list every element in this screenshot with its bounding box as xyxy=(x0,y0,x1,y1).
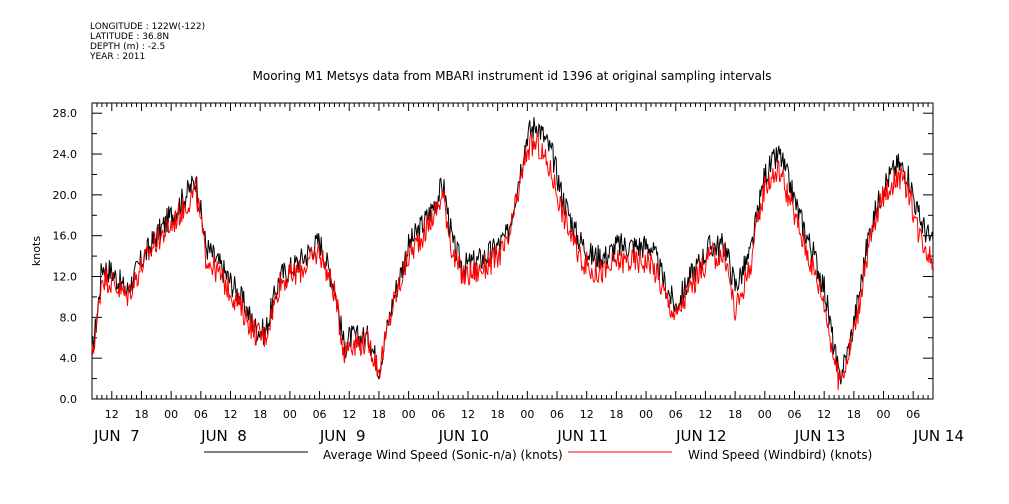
chart-title: Mooring M1 Metsys data from MBARI instru… xyxy=(253,69,772,83)
x-hour-label: 06 xyxy=(194,408,208,421)
y-tick-label: 4.0 xyxy=(60,352,78,365)
x-hour-label: 06 xyxy=(906,408,920,421)
x-hour-label: 06 xyxy=(787,408,801,421)
y-tick-label: 8.0 xyxy=(60,311,78,324)
y-tick-label: 16.0 xyxy=(53,230,78,243)
metadata-block: LONGITUDE : 122W(-122) LATITUDE : 36.8N … xyxy=(89,22,205,62)
x-hour-label: 12 xyxy=(817,408,831,421)
x-hour-label: 00 xyxy=(520,408,534,421)
x-day-label: JUN 11 xyxy=(556,427,607,445)
meta-depth: DEPTH (m) : -2.5 xyxy=(90,42,165,52)
x-day-label: JUN 13 xyxy=(794,427,845,445)
x-hour-label: 18 xyxy=(728,408,742,421)
x-day-label: JUN 7 xyxy=(93,427,140,445)
y-tick-label: 28.0 xyxy=(53,107,78,120)
x-hour-label: 00 xyxy=(164,408,178,421)
y-tick-label: 12.0 xyxy=(53,271,78,284)
x-hour-label: 12 xyxy=(698,408,712,421)
legend-label-windbird: Wind Speed (Windbird) (knots) xyxy=(688,448,872,462)
x-day-label: JUN 10 xyxy=(438,427,489,445)
x-hour-label: 12 xyxy=(342,408,356,421)
x-hour-label: 06 xyxy=(550,408,564,421)
x-hour-label: 18 xyxy=(372,408,386,421)
x-day-label: JUN 14 xyxy=(913,427,964,445)
x-hour-label: 12 xyxy=(105,408,119,421)
x-hour-label: 18 xyxy=(134,408,148,421)
x-day-label: JUN 8 xyxy=(200,427,247,445)
meta-longitude: LONGITUDE : 122W(-122) xyxy=(90,22,205,32)
meta-year: YEAR : 2011 xyxy=(89,52,145,62)
x-hour-label: 12 xyxy=(224,408,238,421)
x-hour-label: 00 xyxy=(758,408,772,421)
y-axis-label: knots xyxy=(30,236,43,266)
x-hour-label: 18 xyxy=(847,408,861,421)
x-hour-label: 12 xyxy=(461,408,475,421)
legend-label-sonic: Average Wind Speed (Sonic-n/a) (knots) xyxy=(323,448,563,462)
x-hour-label: 06 xyxy=(313,408,327,421)
x-day-label: JUN 9 xyxy=(319,427,366,445)
series-line-windbird xyxy=(91,130,934,391)
x-hour-label: 00 xyxy=(283,408,297,421)
axis-ticks xyxy=(91,103,934,400)
x-hour-label: 00 xyxy=(402,408,416,421)
x-hour-label: 18 xyxy=(491,408,505,421)
y-tick-label: 24.0 xyxy=(53,148,78,161)
x-hour-label: 18 xyxy=(609,408,623,421)
x-hour-label: 06 xyxy=(669,408,683,421)
meta-latitude: LATITUDE : 36.8N xyxy=(90,32,169,42)
y-tick-label: 20.0 xyxy=(53,189,78,202)
y-tick-label: 0.0 xyxy=(60,393,78,406)
legend: Average Wind Speed (Sonic-n/a) (knots) W… xyxy=(204,448,872,462)
x-hour-label: 00 xyxy=(639,408,653,421)
x-day-label: JUN 12 xyxy=(675,427,726,445)
x-hour-label: 12 xyxy=(580,408,594,421)
series-layer xyxy=(91,117,934,391)
x-hour-label: 06 xyxy=(431,408,445,421)
axis-labels: 12 18 00 06 12 18 00 06 12 18 00 06 12 18 00 06 12 18 00 06… xyxy=(53,107,965,445)
x-hour-label: 18 xyxy=(253,408,267,421)
x-hour-label: 00 xyxy=(877,408,891,421)
